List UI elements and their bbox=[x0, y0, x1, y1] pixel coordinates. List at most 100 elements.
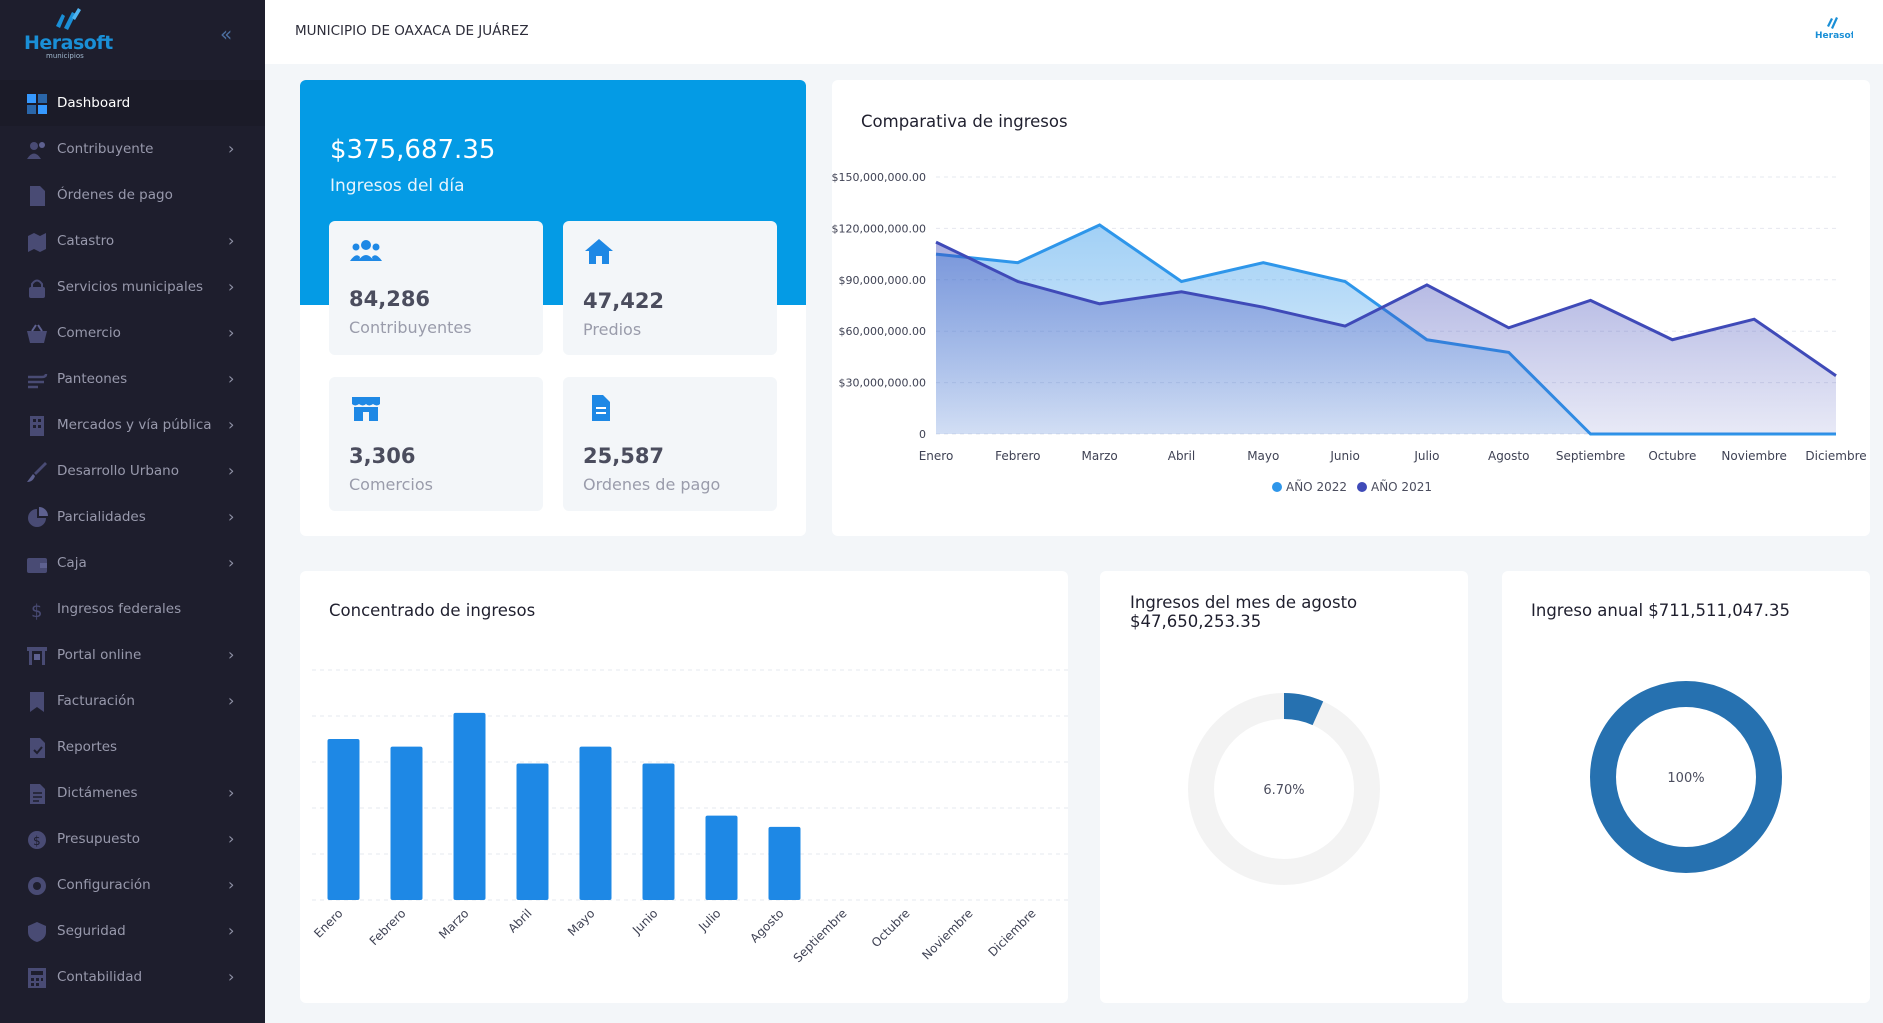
logo-mark-icon bbox=[56, 8, 81, 30]
logo-tagline: municipios bbox=[46, 52, 84, 60]
y-tick-label: $60,000,000.00 bbox=[839, 325, 926, 338]
sidebar-item-contribuyente[interactable]: Contribuyente › bbox=[0, 126, 265, 172]
sidebar-item-reportes[interactable]: Reportes bbox=[0, 724, 265, 770]
sidebar-item-facturacion[interactable]: Facturación › bbox=[0, 678, 265, 724]
stat-label: Comercios bbox=[349, 475, 433, 494]
sidebar-item-portal-online[interactable]: Portal online › bbox=[0, 632, 265, 678]
sidebar-item-presupuesto[interactable]: $ Presupuesto › bbox=[0, 816, 265, 862]
sidebar-item-panteones[interactable]: Panteones › bbox=[0, 356, 265, 402]
mes-card: Ingresos del mes de agosto $47,650,253.3… bbox=[1100, 571, 1468, 1003]
sidebar-item-label: Dictámenes bbox=[57, 785, 138, 801]
stat-ordenes[interactable]: 25,587 Ordenes de pago bbox=[563, 377, 777, 511]
chevron-right-icon: › bbox=[228, 921, 235, 940]
chart-subtitle: $47,650,253.35 bbox=[1130, 612, 1262, 631]
sidebar-item-label: Parcialidades bbox=[57, 509, 146, 525]
y-tick-label: $150,000,000.00 bbox=[832, 171, 926, 184]
list-file-icon bbox=[30, 784, 45, 804]
sidebar-item-comercio[interactable]: Comercio › bbox=[0, 310, 265, 356]
concentrado-card: Concentrado de ingresos Enero Febrero Marz… bbox=[300, 571, 1068, 1003]
x-tick-label: Diciembre bbox=[1805, 449, 1866, 463]
x-tick-label: Enero bbox=[919, 449, 954, 463]
chart-legend: AÑO 2022 AÑO 2021 bbox=[1272, 480, 1432, 494]
budget-icon: $ bbox=[28, 831, 46, 849]
stat-contribuyentes[interactable]: 84,286 Contribuyentes bbox=[329, 221, 543, 355]
sidebar-item-mercados-y-via-publica[interactable]: Mercados y vía pública › bbox=[0, 402, 265, 448]
store-icon bbox=[352, 397, 380, 421]
chevron-right-icon: › bbox=[228, 553, 235, 572]
herasoft-logo[interactable]: Herasoft municipios bbox=[24, 8, 113, 60]
legend-item-2021[interactable]: AÑO 2021 bbox=[1356, 480, 1432, 494]
sidebar-item-label: Caja bbox=[57, 555, 87, 571]
x-tick-label: Julio bbox=[695, 906, 723, 934]
series-line bbox=[935, 240, 1837, 377]
header-logo: Herasoft bbox=[1813, 16, 1860, 46]
svg-text:Herasoft: Herasoft bbox=[1815, 31, 1853, 41]
chevron-right-icon: › bbox=[228, 323, 235, 342]
sidebar-item-contabilidad[interactable]: Contabilidad › bbox=[0, 954, 265, 1000]
collapse-sidebar-icon[interactable]: « bbox=[220, 22, 233, 46]
chevron-right-icon: › bbox=[228, 691, 235, 710]
legend-item-2022[interactable]: AÑO 2022 bbox=[1272, 480, 1347, 494]
calculator-icon bbox=[28, 968, 46, 988]
x-tick-label: Octubre bbox=[869, 906, 913, 950]
chevron-right-icon: › bbox=[228, 967, 235, 986]
donut-slice bbox=[1590, 681, 1782, 873]
stat-comercios[interactable]: 3,306 Comercios bbox=[329, 377, 543, 511]
daily-income-label: Ingresos del día bbox=[330, 176, 465, 196]
wind-icon bbox=[28, 373, 48, 389]
svg-text:$: $ bbox=[33, 834, 41, 848]
x-tick-label: Abril bbox=[505, 906, 534, 935]
chevron-right-icon: › bbox=[228, 139, 235, 158]
bar-chart: Enero Febrero Marzo Abril Mayo Junio Julio Agos… bbox=[311, 669, 1068, 965]
sidebar-item-seguridad[interactable]: Seguridad › bbox=[0, 908, 265, 954]
chart-title: Concentrado de ingresos bbox=[329, 601, 536, 620]
stat-predios[interactable]: 47,422 Predios bbox=[563, 221, 777, 355]
x-tick-label: Mayo bbox=[1247, 449, 1279, 463]
chevron-right-icon: › bbox=[228, 783, 235, 802]
donut-center-label: 100% bbox=[1667, 771, 1704, 786]
sidebar-item-label: Contabilidad bbox=[57, 969, 143, 985]
sidebar-item-label: Facturación bbox=[57, 693, 135, 709]
bar bbox=[327, 739, 360, 900]
sidebar-item-label: Mercados y vía pública bbox=[57, 417, 212, 433]
sidebar-item-caja[interactable]: Caja › bbox=[0, 540, 265, 586]
logo-text: Herasoft bbox=[24, 32, 113, 54]
chart-title: Comparativa de ingresos bbox=[861, 112, 1068, 131]
sidebar-item-ordenes-de-pago[interactable]: Órdenes de pago bbox=[0, 172, 265, 218]
sidebar-item-ingresos-federales[interactable]: $ Ingresos federales bbox=[0, 586, 265, 632]
donut-center-label: 6.70% bbox=[1263, 783, 1304, 798]
donut-chart: 6.70% bbox=[1188, 693, 1380, 885]
sidebar: Herasoft municipios « Dashboard Contribuy… bbox=[0, 0, 265, 1023]
sidebar-item-label: Dashboard bbox=[57, 95, 131, 111]
sidebar-nav: Dashboard Contribuyente › Órdenes de pago Ca… bbox=[0, 80, 265, 1000]
x-tick-label: Febrero bbox=[367, 906, 409, 948]
lock-icon bbox=[29, 279, 45, 298]
dollar-icon: $ bbox=[31, 601, 42, 621]
sidebar-item-catastro[interactable]: Catastro › bbox=[0, 218, 265, 264]
sidebar-item-configuracion[interactable]: Configuración › bbox=[0, 862, 265, 908]
sidebar-item-parcialidades[interactable]: Parcialidades › bbox=[0, 494, 265, 540]
x-tick-label: Agosto bbox=[747, 906, 786, 945]
bar bbox=[642, 763, 675, 900]
bar bbox=[390, 746, 423, 900]
x-tick-label: Mayo bbox=[565, 906, 598, 939]
sidebar-item-label: Ingresos federales bbox=[57, 601, 182, 617]
legend-label: AÑO 2022 bbox=[1286, 480, 1347, 494]
stat-value: 3,306 bbox=[349, 444, 416, 468]
sidebar-item-label: Configuración bbox=[57, 877, 151, 893]
x-tick-label: Marzo bbox=[436, 906, 472, 942]
x-tick-label: Marzo bbox=[1081, 449, 1117, 463]
bookmark-icon bbox=[30, 692, 44, 712]
sidebar-item-label: Panteones bbox=[57, 371, 128, 387]
chevron-right-icon: › bbox=[228, 415, 235, 434]
home-icon bbox=[585, 239, 613, 264]
stat-label: Predios bbox=[583, 320, 642, 339]
stat-value: 84,286 bbox=[349, 287, 431, 311]
bar bbox=[705, 815, 738, 900]
sidebar-item-desarrollo-urbano[interactable]: Desarrollo Urbano › bbox=[0, 448, 265, 494]
sidebar-item-servicios-municipales[interactable]: Servicios municipales › bbox=[0, 264, 265, 310]
sidebar-item-dictamenes[interactable]: Dictámenes › bbox=[0, 770, 265, 816]
sidebar-item-dashboard[interactable]: Dashboard bbox=[0, 80, 265, 126]
chevron-right-icon: › bbox=[228, 369, 235, 388]
chevron-right-icon: › bbox=[228, 231, 235, 250]
